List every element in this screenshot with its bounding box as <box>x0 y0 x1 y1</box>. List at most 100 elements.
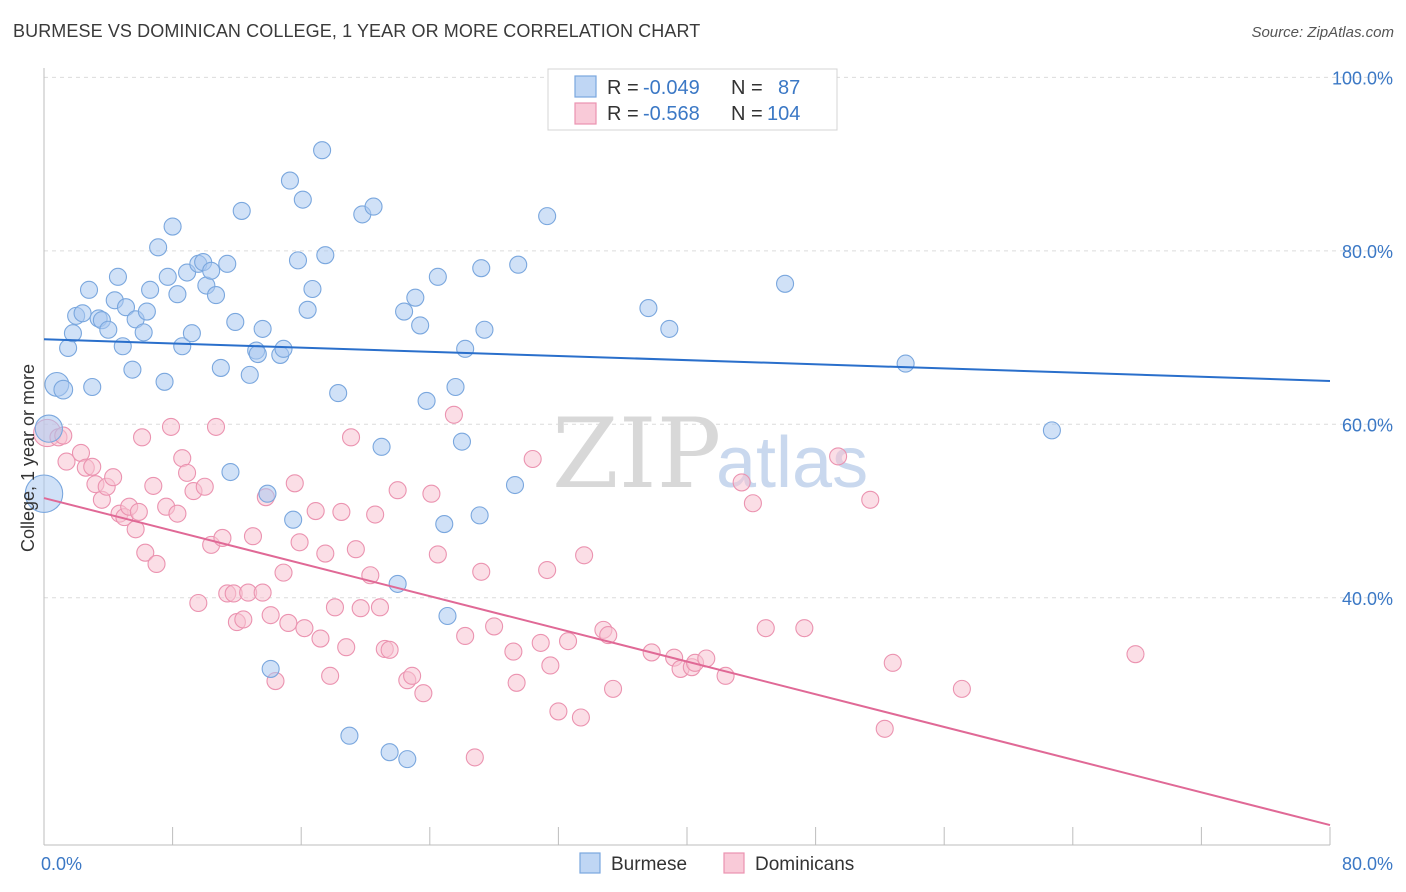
legend-label-burmese: Burmese <box>611 854 687 875</box>
legend-swatch-burmese <box>574 75 597 98</box>
burmese-point <box>446 377 465 397</box>
dominican-point <box>604 679 623 698</box>
burmese-point <box>261 659 280 678</box>
dominican-point <box>575 546 594 565</box>
burmese-point <box>435 515 454 534</box>
burmese-point <box>226 312 245 332</box>
x-tick-label: 80.0% <box>1342 854 1393 874</box>
dominican-point <box>403 666 422 685</box>
burmese-point <box>406 288 425 307</box>
burmese-point <box>293 190 312 209</box>
dominican-trend-line <box>43 497 1331 827</box>
legend-r-label: R = <box>607 77 639 99</box>
burmese-point <box>24 474 64 513</box>
dominican-point <box>952 679 971 698</box>
burmese-point <box>258 484 277 503</box>
dominican-point <box>178 463 197 482</box>
burmese-point <box>158 267 177 286</box>
y-axis-title: College, 1 year or more <box>18 364 38 552</box>
axes <box>43 68 1331 846</box>
dominican-point <box>189 593 208 613</box>
dominican-point <box>161 417 181 436</box>
burmese-point <box>108 267 127 286</box>
dominican-point <box>732 473 751 492</box>
burmese-point <box>475 320 494 339</box>
burmese-point <box>206 286 226 305</box>
burmese-point <box>202 261 221 280</box>
legend-r-value: -0.568 <box>643 103 700 125</box>
dominican-point <box>507 673 526 692</box>
burmese-point <box>221 462 240 482</box>
burmese-point <box>99 320 118 339</box>
burmese-point <box>274 339 293 358</box>
burmese-point <box>660 319 679 338</box>
burmese-point <box>134 323 153 342</box>
burmese-point <box>470 506 489 525</box>
dominican-point <box>538 560 557 580</box>
burmese-point <box>303 279 322 299</box>
burmese-point <box>380 743 399 762</box>
dominican-point <box>472 562 491 581</box>
burmese-point <box>248 344 267 364</box>
dominican-point <box>523 449 542 469</box>
y-tick-label: 100.0% <box>1332 68 1393 88</box>
burmese-point <box>280 171 299 190</box>
burmese-point <box>113 337 132 356</box>
burmese-point <box>116 298 136 317</box>
burmese-point <box>417 391 436 410</box>
burmese-point <box>173 337 192 356</box>
dominican-point <box>341 428 361 447</box>
dominican-point <box>428 545 447 564</box>
burmese-point <box>776 274 795 293</box>
legend-swatch-dominicans <box>574 102 597 125</box>
dominican-point <box>243 527 263 546</box>
dominican-point <box>279 613 298 632</box>
burmese-point <box>240 365 259 384</box>
dominican-point <box>861 490 880 509</box>
burmese-point <box>639 299 658 318</box>
dominican-point <box>422 484 441 503</box>
burmese-point <box>472 259 491 278</box>
burmese-point <box>155 372 174 391</box>
burmese-point <box>452 432 472 451</box>
dominican-point <box>168 504 187 523</box>
dominican-point <box>253 583 272 602</box>
legend-n-label: N = <box>731 103 763 125</box>
dominican-point <box>346 540 365 559</box>
dominican-point <box>325 598 345 617</box>
burmese-point <box>53 379 74 400</box>
dominican-point <box>504 642 523 661</box>
dominican-point <box>274 563 293 582</box>
burmese-point <box>538 207 557 226</box>
trend-lines <box>43 338 1331 827</box>
dominican-point <box>465 748 484 767</box>
dominican-point <box>321 666 340 685</box>
legend-n-value: 104 <box>767 103 800 125</box>
burmese-point <box>896 354 915 373</box>
dominican-point <box>795 619 814 638</box>
series-legend: Burmese Dominicans <box>579 852 854 875</box>
burmese-point <box>372 437 391 456</box>
burmese-point <box>123 360 142 379</box>
burmese-point <box>137 302 156 321</box>
dominican-point <box>756 619 775 638</box>
dominican-point <box>875 719 894 738</box>
source-credit: Source: ZipAtlas.com <box>1251 24 1394 41</box>
dominican-point <box>337 638 356 657</box>
burmese-point <box>63 324 82 343</box>
burmese-point <box>211 358 230 377</box>
burmese-point <box>73 304 92 323</box>
dominican-point <box>57 452 76 471</box>
x-tick-label: 0.0% <box>41 854 82 874</box>
dominican-point <box>541 656 560 675</box>
dominican-point <box>234 610 253 629</box>
legend-swatch-burmese <box>579 852 601 874</box>
legend-r-label: R = <box>607 103 639 125</box>
dominican-point <box>366 505 385 524</box>
burmese-point <box>141 280 160 299</box>
dominican-point <box>316 544 335 563</box>
burmese-point <box>284 510 303 529</box>
dominican-point <box>1126 645 1145 664</box>
burmese-point <box>232 201 251 220</box>
